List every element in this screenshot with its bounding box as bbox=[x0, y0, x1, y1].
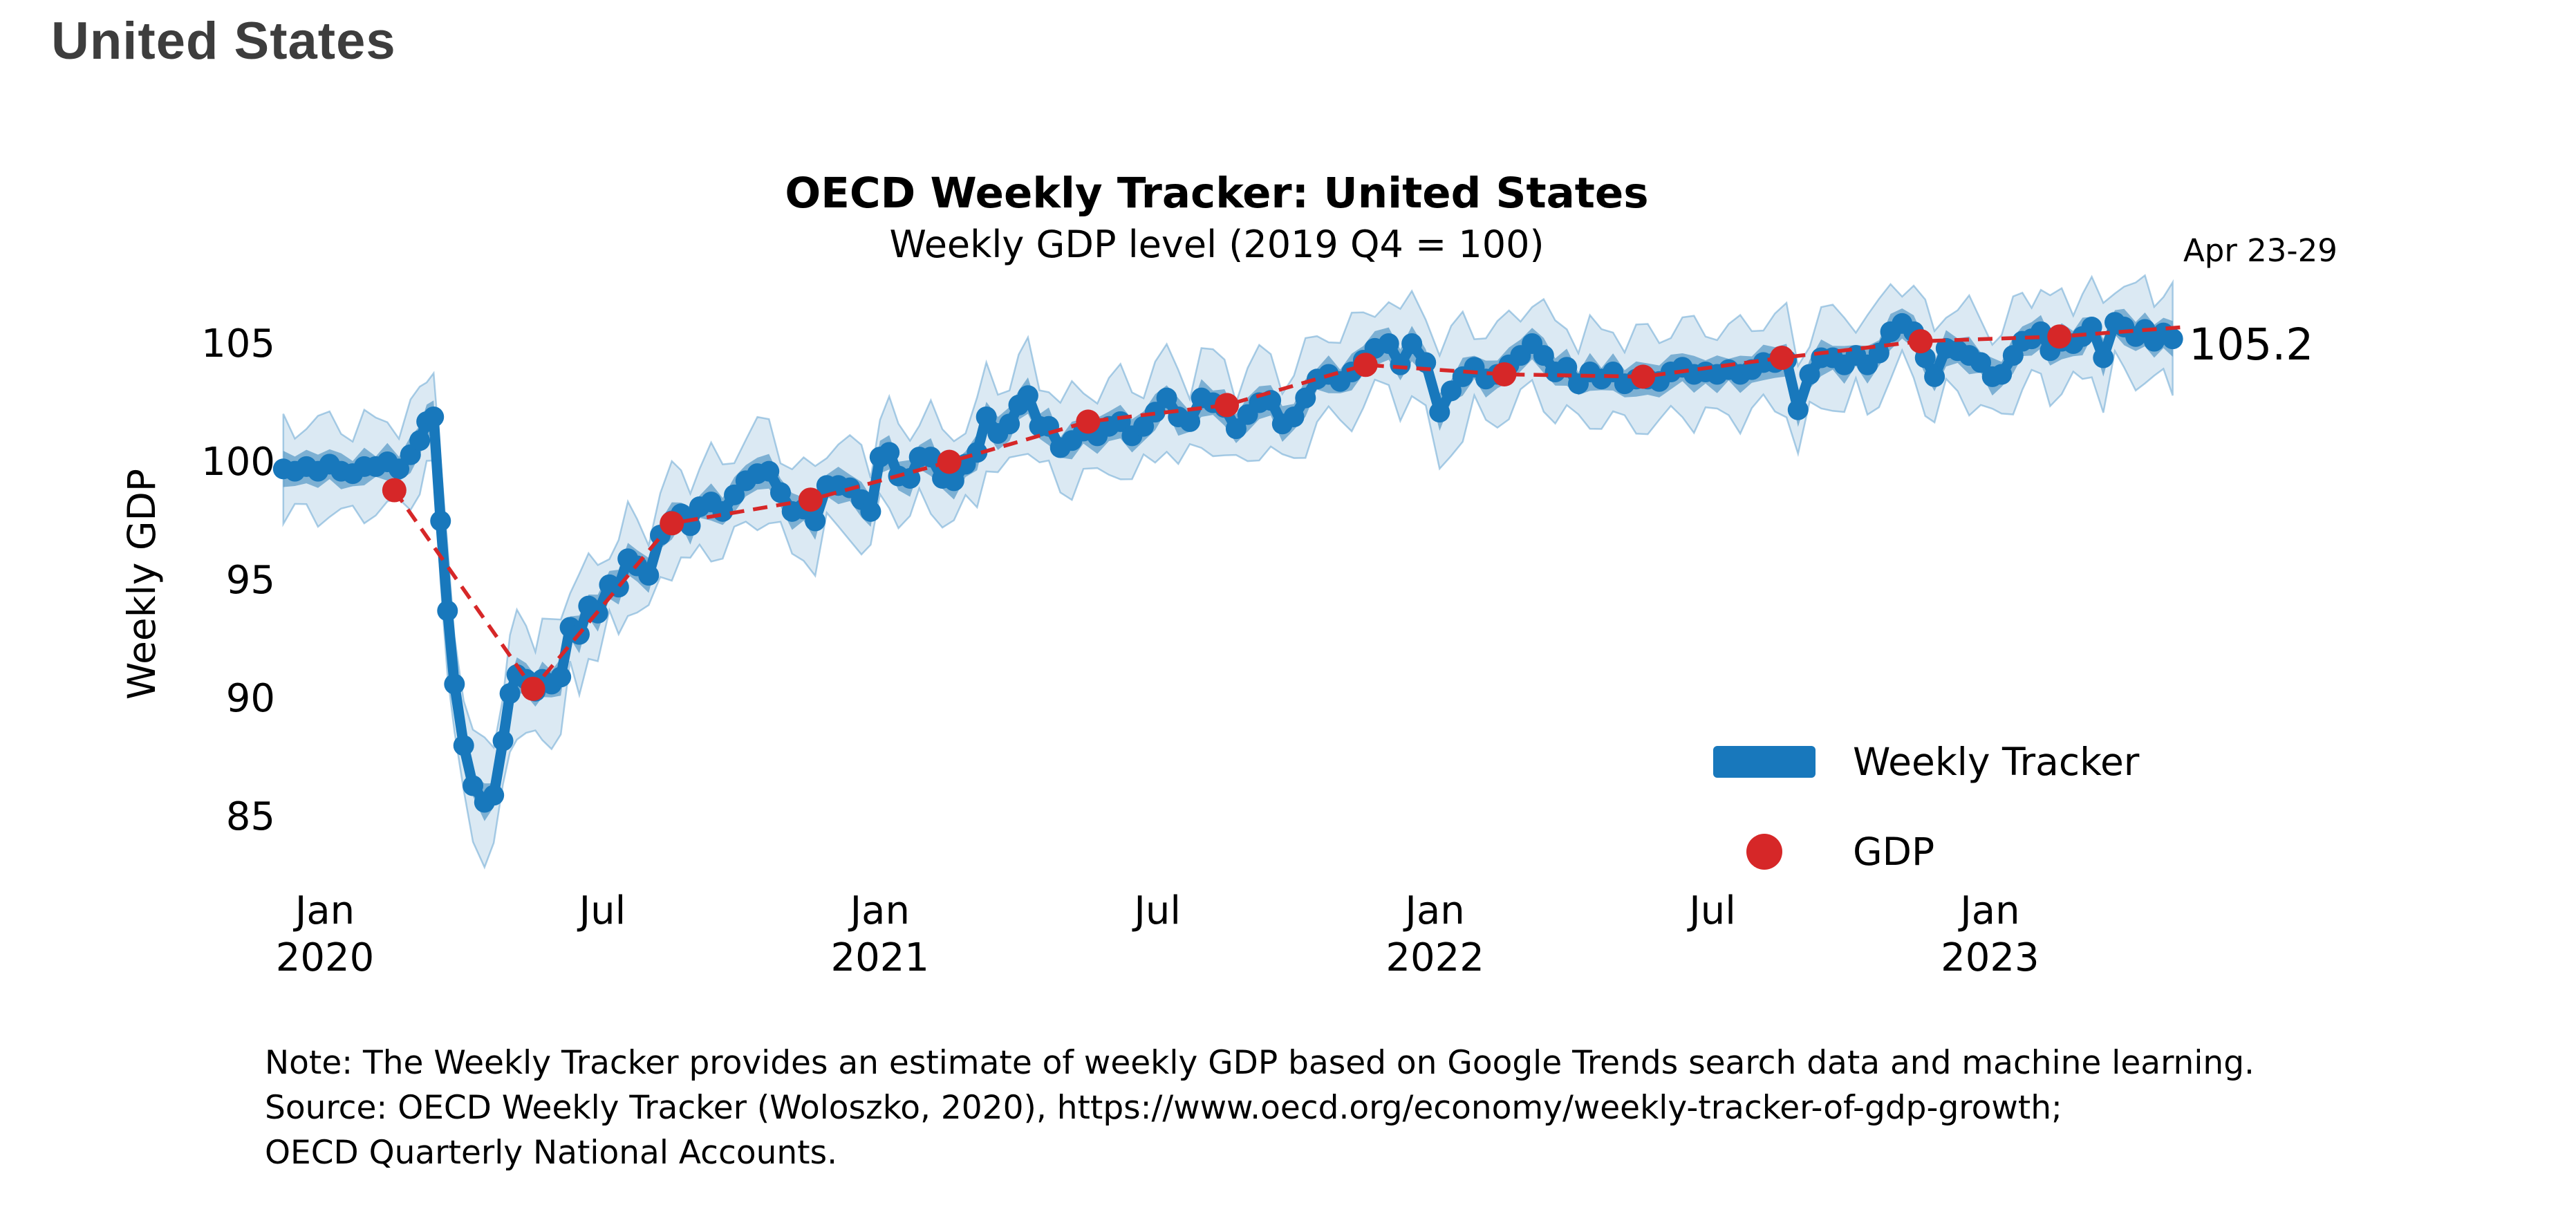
svg-text:90: 90 bbox=[226, 676, 275, 721]
svg-text:2021: 2021 bbox=[831, 935, 930, 980]
svg-text:Jan: Jan bbox=[1403, 888, 1464, 933]
svg-text:Jul: Jul bbox=[1132, 888, 1181, 933]
chart-subtitle: Weekly GDP level (2019 Q4 = 100) bbox=[889, 223, 1544, 266]
svg-text:100: 100 bbox=[201, 440, 275, 485]
svg-text:2023: 2023 bbox=[1941, 935, 2040, 980]
svg-text:95: 95 bbox=[226, 558, 275, 603]
svg-text:105: 105 bbox=[201, 321, 275, 366]
svg-text:Jan: Jan bbox=[1958, 888, 2019, 933]
svg-text:Jan: Jan bbox=[293, 888, 355, 933]
footnote: Note: The Weekly Tracker provides an est… bbox=[265, 1041, 2255, 1176]
latest-week-annotation: Apr 23-29 bbox=[2183, 232, 2337, 269]
legend-label: Weekly Tracker bbox=[1853, 740, 2140, 784]
svg-text:Jul: Jul bbox=[1687, 888, 1736, 933]
legend-item-weekly-tracker: Weekly Tracker bbox=[1695, 730, 2139, 794]
chart-legend: Weekly Tracker GDP bbox=[1695, 730, 2139, 884]
legend-label: GDP bbox=[1853, 830, 1935, 874]
y-axis-tick-labels: 85 90 95 100 105 bbox=[201, 321, 275, 839]
svg-text:85: 85 bbox=[226, 794, 275, 839]
svg-text:2020: 2020 bbox=[276, 935, 375, 980]
weekly-tracker-line-swatch-icon bbox=[1713, 746, 1816, 778]
page-title: United States bbox=[51, 12, 396, 71]
svg-text:Jan: Jan bbox=[848, 888, 910, 933]
svg-text:2022: 2022 bbox=[1385, 935, 1484, 980]
gdp-series bbox=[382, 324, 2185, 701]
svg-text:Jul: Jul bbox=[577, 888, 626, 933]
chart-title: OECD Weekly Tracker: United States bbox=[785, 169, 1649, 218]
latest-value-annotation: 105.2 bbox=[2189, 319, 2314, 370]
footnote-line-1: Note: The Weekly Tracker provides an est… bbox=[265, 1044, 2255, 1082]
legend-item-gdp: GDP bbox=[1695, 820, 2139, 884]
footnote-line-3: OECD Quarterly National Accounts. bbox=[265, 1133, 838, 1172]
gdp-dot-swatch-icon bbox=[1746, 834, 1782, 870]
footnote-line-2: Source: OECD Weekly Tracker (Woloszko, 2… bbox=[265, 1088, 2062, 1127]
